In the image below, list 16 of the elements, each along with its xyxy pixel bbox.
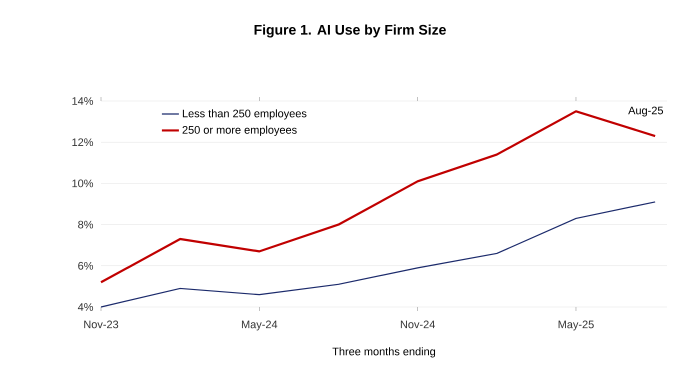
y-tick-label: 8%: [78, 220, 94, 228]
y-tick-label: 6%: [78, 262, 94, 270]
y-tick-label: 10%: [72, 180, 94, 188]
y-tick-label: 4%: [78, 303, 94, 311]
legend-label: Less than 250 employees: [182, 109, 306, 120]
x-tick-label: Nov-24: [400, 320, 435, 328]
y-tick-label: 14%: [72, 97, 94, 105]
x-tick-label: Nov-23: [84, 320, 118, 328]
y-tick-label: 12%: [72, 138, 94, 146]
line-series: [100, 201, 656, 308]
annotation: Aug-25: [628, 106, 664, 116]
x-axis-title: Three months ending: [332, 347, 436, 358]
x-tick-label: May-25: [558, 320, 594, 330]
x-tick-label: May-24: [242, 320, 278, 330]
chart-title: Figure 1. AI Use by Firm Size: [254, 24, 446, 38]
legend-label: 250 or more employees: [182, 126, 297, 136]
